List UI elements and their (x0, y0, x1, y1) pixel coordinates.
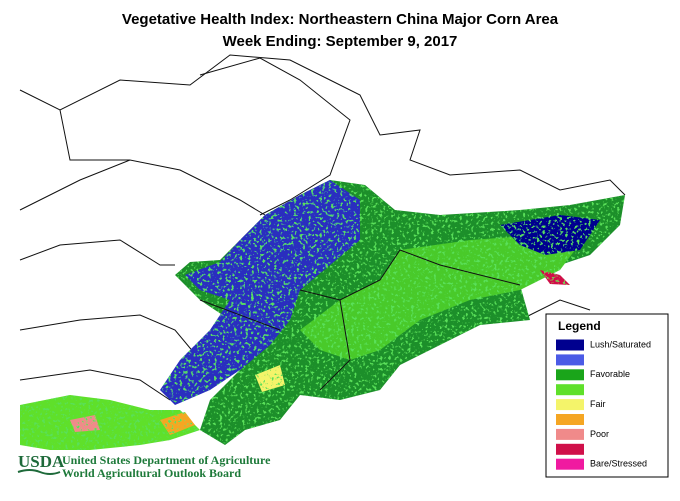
legend-swatch (556, 384, 584, 396)
legend-swatch (556, 339, 584, 351)
province-borders (199, 249, 521, 391)
legend-label: Fair (590, 399, 606, 409)
legend-swatch (556, 414, 584, 425)
footer-line: United States Department of Agriculture (62, 453, 271, 467)
legend-title: Legend (558, 319, 601, 333)
legend-swatch (556, 458, 584, 470)
map-boundaries (19, 54, 626, 401)
usda-logo: USDA (18, 452, 65, 471)
footer-line: World Agricultural Outlook Board (62, 466, 241, 480)
legend-label: Favorable (590, 369, 630, 379)
legend-swatch (556, 369, 584, 381)
legend-swatch (556, 428, 584, 440)
legend-label: Poor (590, 429, 609, 439)
title: Vegetative Health Index: Northeastern Ch… (122, 11, 559, 28)
legend-swatch (556, 443, 584, 455)
vegetation-region (20, 180, 625, 450)
legend-swatch (556, 399, 584, 411)
legend-label: Bare/Stressed (590, 459, 647, 469)
logo-swoosh (17, 469, 61, 475)
legend-label: Lush/Saturated (590, 339, 651, 349)
subtitle: Week Ending: September 9, 2017 (223, 33, 458, 50)
legend-swatch (556, 354, 584, 366)
footer: USDA United States Department of Agricul… (17, 452, 271, 480)
legend: Legend Lush/Saturated Favorable Fair Poor Ba… (545, 313, 669, 478)
